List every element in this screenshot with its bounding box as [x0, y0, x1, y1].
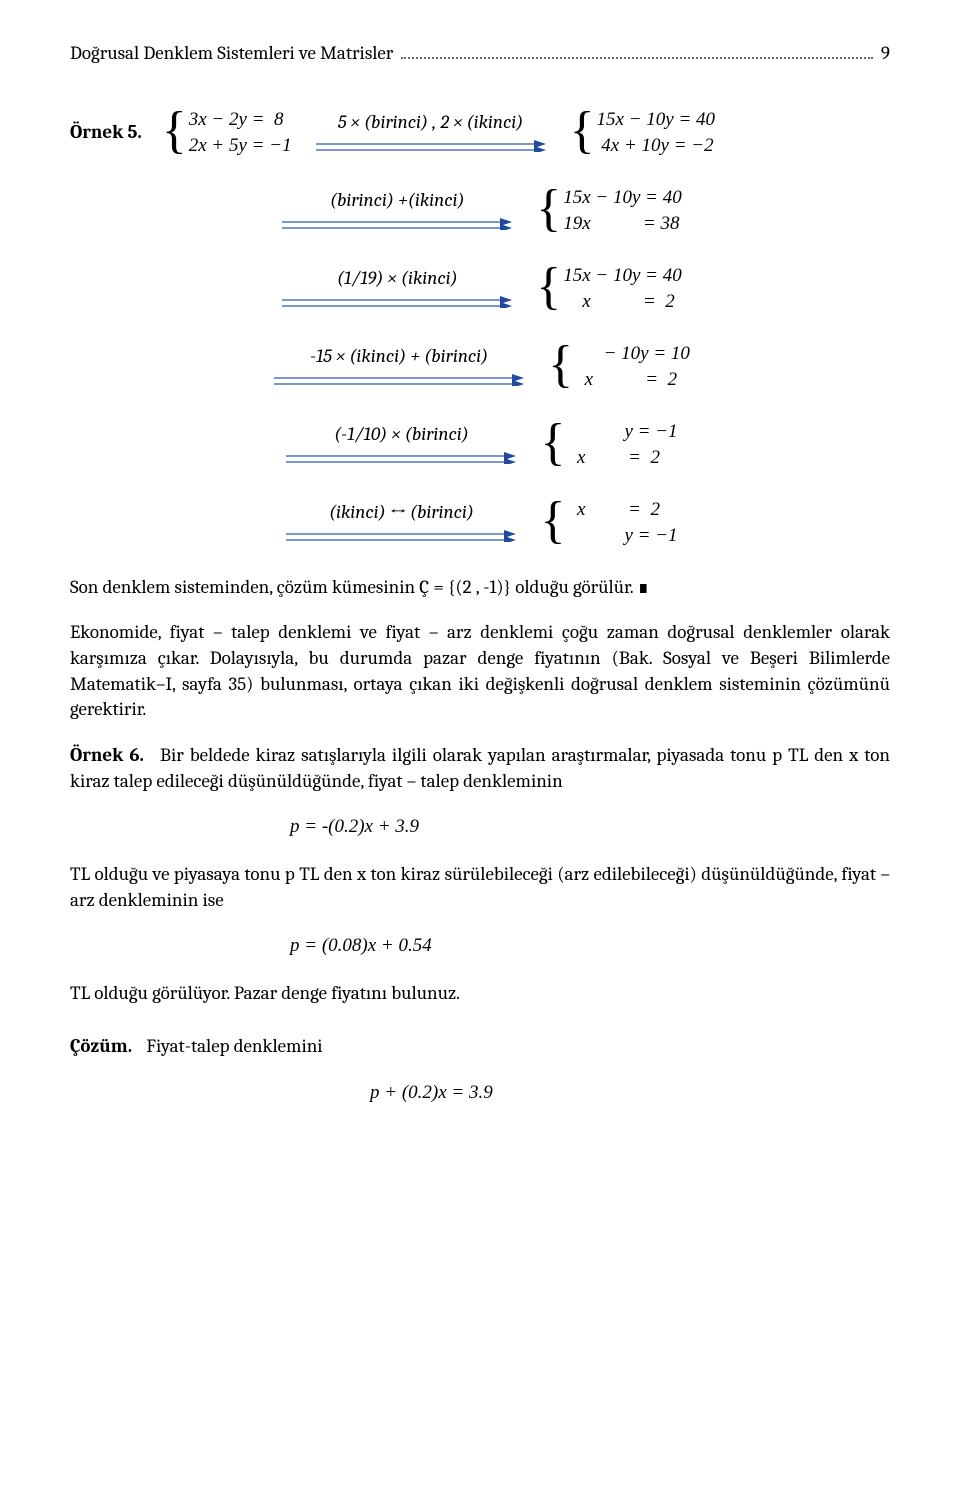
page-header: Doğrusal Denklem Sistemleri ve Matrisler… [70, 40, 890, 67]
solution-para: Çözüm. Fiyat-talep denklemini [70, 1034, 890, 1060]
ex5-start-eq1: 3x − 2y = 8 [189, 107, 292, 133]
para-economy: Ekonomide, fiyat – talep denklemi ve fiy… [70, 620, 890, 723]
ex5-row6: (ikinci) ↔ (birinci) { x = 2 y = −1 [70, 497, 890, 549]
ex5-op6-text: (ikinci) ↔ (birinci) [329, 500, 474, 526]
para-findprice: TL olduğu görülüyor. Pazar denge fiyatın… [70, 981, 890, 1007]
page: Doğrusal Denklem Sistemleri ve Matrisler… [0, 0, 960, 1499]
ex5-op3-box: (1/19) × (ikinci) [282, 266, 512, 312]
solution-text: Fiyat-talep denklemini [142, 1035, 322, 1057]
ex5-op1-text: 5 × (birinci) , 2 × (ikinci) [338, 110, 524, 136]
ex5-sys5-eq2: x = 2 [567, 445, 677, 471]
ex5-op2-text: (birinci) +(ikinci) [330, 188, 465, 214]
eq-demand: p = -(0.2)x + 3.9 [70, 814, 890, 840]
ex5-sys1: { 15x − 10y = 40 4x + 10y = −2 [570, 107, 715, 159]
para-solution-set: Son denklem sisteminden, çözüm kümesinin… [70, 575, 890, 601]
ex5-op6-box: (ikinci) ↔ (birinci) [286, 500, 516, 546]
arrow-icon [286, 530, 516, 542]
ex5-sys4: { − 10y = 10 x = 2 [548, 341, 690, 393]
ex5-op1-box: 5 × (birinci) , 2 × (ikinci) [316, 110, 546, 156]
ex5-sys3-eq2: x = 2 [563, 289, 682, 315]
arrow-icon [316, 140, 546, 152]
ex5-sys1-eq1: 15x − 10y = 40 [597, 107, 716, 133]
ex5-sys6-eq2: y = −1 [567, 523, 677, 549]
ex5-row5: (-1/10) × (birinci) { y = −1 x = 2 [70, 419, 890, 471]
ex5-row4: -15 × (ikinci) + (birinci) { − 10y = 10 … [70, 341, 890, 393]
ex5-op5-box: (-1/10) × (birinci) [286, 422, 516, 468]
ex5-op2-box: (birinci) +(ikinci) [282, 188, 512, 234]
para-supply-intro: TL olduğu ve piyasaya tonu p TL den x to… [70, 862, 890, 913]
ex5-sys6: { x = 2 y = −1 [540, 497, 677, 549]
ex5-op4-box: -15 × (ikinci) + (birinci) [274, 344, 524, 390]
solution-label: Çözüm. [70, 1035, 132, 1057]
ex5-sys6-eq1: x = 2 [567, 497, 677, 523]
ex6-label: Örnek 6. [70, 744, 144, 766]
ex5-row1: Örnek 5. { 3x − 2y = 8 2x + 5y = −1 5 × … [70, 107, 890, 159]
page-number: 9 [881, 41, 890, 67]
eq-supply: p = (0.08)x + 0.54 [70, 933, 890, 959]
ex5-sys5: { y = −1 x = 2 [540, 419, 677, 471]
header-dots [401, 40, 873, 59]
ex5-op5-text: (-1/10) × (birinci) [334, 422, 469, 448]
eq-rearranged: p + (0.2)x = 3.9 [70, 1080, 890, 1106]
ex5-sys1-eq2: 4x + 10y = −2 [597, 133, 716, 159]
arrow-icon [274, 374, 524, 386]
ex5-sys3: { 15x − 10y = 40 x = 2 [536, 263, 681, 315]
arrow-icon [286, 452, 516, 464]
ex5-sys2-eq1: 15x − 10y = 40 [563, 185, 682, 211]
ex5-op4-text: -15 × (ikinci) + (birinci) [310, 344, 488, 370]
ex5-sys2-eq2: 19x = 38 [563, 211, 682, 237]
header-title: Doğrusal Denklem Sistemleri ve Matrisler [70, 41, 393, 67]
ex5-sys2: { 15x − 10y = 40 19x = 38 [536, 185, 681, 237]
ex5-sys3-eq1: 15x − 10y = 40 [563, 263, 682, 289]
arrow-icon [282, 296, 512, 308]
ex5-sys5-eq1: y = −1 [567, 419, 677, 445]
ex6-para: Örnek 6. Bir beldede kiraz satışlarıyla … [70, 743, 890, 794]
ex5-start-eq2: 2x + 5y = −1 [189, 133, 292, 159]
ex5-row3: (1/19) × (ikinci) { 15x − 10y = 40 x = 2 [70, 263, 890, 315]
arrow-icon [282, 218, 512, 230]
ex5-start-sys: { 3x − 2y = 8 2x + 5y = −1 [162, 107, 292, 159]
ex5-sys4-eq1: − 10y = 10 [575, 341, 690, 367]
ex5-sys4-eq2: x = 2 [575, 367, 690, 393]
ex5-row2: (birinci) +(ikinci) { 15x − 10y = 40 19x… [70, 185, 890, 237]
ex5-op3-text: (1/19) × (ikinci) [337, 266, 458, 292]
ex6-text: Bir beldede kiraz satışlarıyla ilgili ol… [70, 744, 890, 792]
ex5-label: Örnek 5. [70, 120, 142, 146]
